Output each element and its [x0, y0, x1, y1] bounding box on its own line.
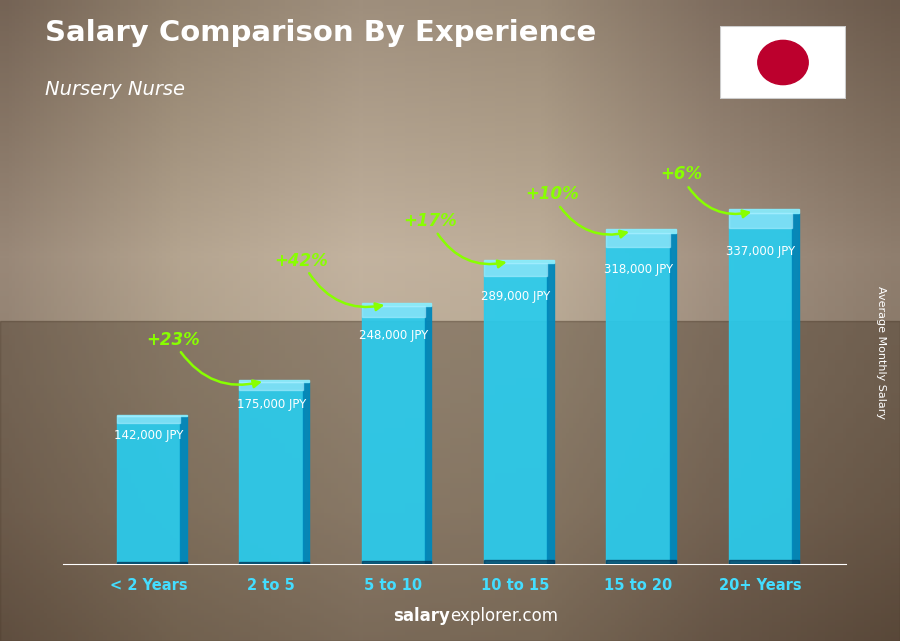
Text: Salary Comparison By Experience: Salary Comparison By Experience — [45, 19, 596, 47]
Text: 248,000 JPY: 248,000 JPY — [359, 329, 428, 342]
Text: +6%: +6% — [660, 165, 702, 183]
Text: 289,000 JPY: 289,000 JPY — [482, 290, 551, 303]
Polygon shape — [607, 560, 676, 564]
Polygon shape — [425, 306, 431, 564]
Text: +42%: +42% — [274, 251, 328, 270]
Text: explorer.com: explorer.com — [450, 607, 558, 625]
Polygon shape — [302, 382, 310, 564]
Text: +23%: +23% — [146, 331, 200, 349]
Text: Average Monthly Salary: Average Monthly Salary — [877, 286, 886, 419]
Polygon shape — [729, 209, 798, 213]
Polygon shape — [607, 233, 670, 247]
Polygon shape — [117, 562, 187, 564]
Polygon shape — [670, 233, 676, 564]
Text: 142,000 JPY: 142,000 JPY — [114, 429, 184, 442]
Polygon shape — [484, 260, 554, 263]
Polygon shape — [362, 561, 431, 564]
Polygon shape — [607, 233, 670, 564]
Polygon shape — [362, 303, 431, 306]
Text: +17%: +17% — [403, 212, 457, 230]
Polygon shape — [729, 213, 792, 564]
Polygon shape — [607, 229, 676, 233]
Text: +10%: +10% — [526, 185, 580, 203]
Polygon shape — [729, 213, 792, 228]
Polygon shape — [239, 382, 302, 564]
Text: 337,000 JPY: 337,000 JPY — [726, 245, 796, 258]
Polygon shape — [729, 560, 798, 564]
Polygon shape — [484, 263, 547, 564]
Polygon shape — [792, 213, 798, 564]
Bar — [0, 320, 900, 641]
Polygon shape — [239, 379, 310, 382]
Polygon shape — [117, 416, 180, 422]
Polygon shape — [117, 415, 187, 416]
Polygon shape — [547, 263, 553, 564]
Text: Nursery Nurse: Nursery Nurse — [45, 80, 185, 99]
Text: 318,000 JPY: 318,000 JPY — [604, 263, 673, 276]
Circle shape — [758, 40, 808, 85]
Polygon shape — [239, 562, 310, 564]
Polygon shape — [180, 416, 187, 564]
Polygon shape — [484, 263, 547, 276]
Text: salary: salary — [393, 607, 450, 625]
Text: 175,000 JPY: 175,000 JPY — [237, 398, 306, 411]
Polygon shape — [239, 382, 302, 390]
Polygon shape — [117, 416, 180, 564]
Polygon shape — [484, 560, 554, 564]
Polygon shape — [362, 306, 425, 564]
Polygon shape — [362, 306, 425, 317]
